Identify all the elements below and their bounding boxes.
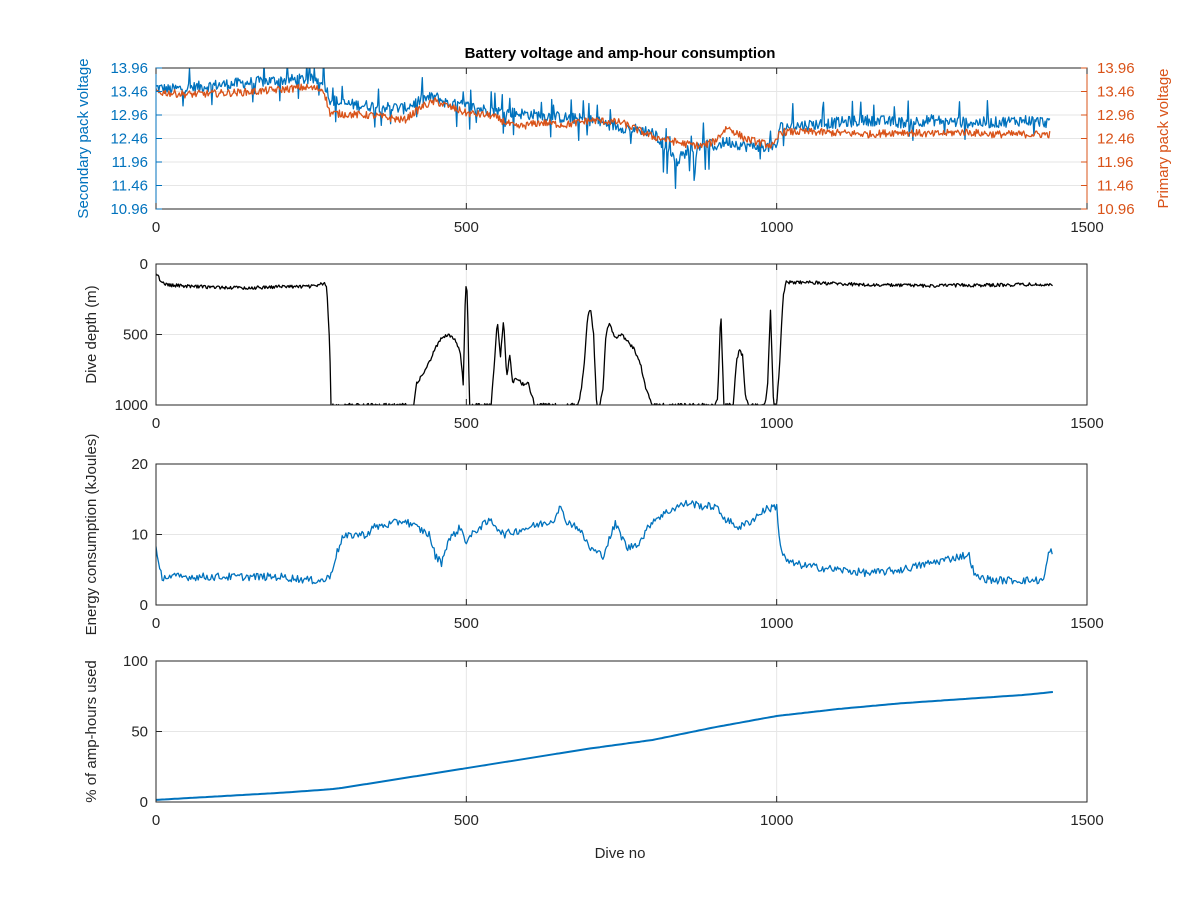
x-tick-label: 1500 — [1070, 219, 1103, 236]
y-tick-label: 500 — [123, 327, 148, 344]
y-axis-label: % of amp-hours used — [83, 660, 100, 803]
y-right-tick-label: 11.46 — [1097, 178, 1133, 195]
x-tick-label: 500 — [454, 415, 479, 432]
x-tick-label: 0 — [152, 615, 160, 632]
y-tick-label: 20 — [131, 456, 148, 473]
x-tick-label: 0 — [152, 812, 160, 829]
x-tick-label: 1000 — [760, 219, 793, 236]
y-axis-label: Energy consumption (kJoules) — [83, 434, 100, 636]
y-tick-label: 13.46 — [110, 84, 148, 101]
y-tick-label: 0 — [140, 794, 148, 811]
x-tick-label: 1000 — [760, 812, 793, 829]
x-axis-label: Dive no — [595, 845, 646, 862]
x-tick-label: 1000 — [760, 615, 793, 632]
x-tick-label: 1500 — [1070, 415, 1103, 432]
series-line-1 — [156, 691, 1053, 801]
y-right-tick-label: 10.96 — [1097, 201, 1135, 218]
x-tick-label: 1000 — [760, 415, 793, 432]
chart-panel-1: 0 500 1000 150010.9611.4611.9612.4612.9613.… — [75, 58, 1172, 236]
y-tick-label: 10 — [131, 527, 148, 544]
x-tick-label: 0 — [152, 415, 160, 432]
x-tick-label: 0 — [152, 219, 160, 236]
y-tick-label: 100 — [123, 653, 148, 670]
chart-panel-3: 0 500 1000 1500 0 10 20 Energy consumption (kJo… — [83, 434, 1104, 636]
y-tick-label: 0 — [140, 256, 148, 273]
y-tick-label: 10.96 — [110, 201, 148, 218]
y-right-tick-label: 11.96 — [1097, 154, 1133, 171]
series-line-1 — [156, 273, 1053, 405]
y-tick-label: 12.46 — [110, 131, 148, 148]
x-tick-label: 1500 — [1070, 615, 1103, 632]
x-tick-label: 500 — [454, 812, 479, 829]
y-tick-label: 11.96 — [112, 154, 148, 171]
series-line-1 — [156, 499, 1053, 585]
y-axis-label: Dive depth (m) — [83, 285, 100, 383]
y-tick-label: 0 — [140, 597, 148, 614]
chart-panel-2: 0 500 1000 1500 0 500 1000 Dive depth (m) — [83, 256, 1104, 432]
y-right-tick-label: 13.96 — [1097, 60, 1135, 77]
y-tick-label: 50 — [131, 724, 148, 741]
x-tick-label: 1500 — [1070, 812, 1103, 829]
y-axis-label: Secondary pack voltage — [75, 58, 92, 218]
chart-panel-4: 0 500 1000 1500 0 50 100 % of amp-hours used — [83, 653, 1104, 829]
y-right-tick-label: 13.46 — [1097, 84, 1135, 101]
y-right-tick-label: 12.46 — [1097, 131, 1135, 148]
x-tick-label: 500 — [454, 219, 479, 236]
series-line-2 — [156, 83, 1051, 150]
chart-title: Battery voltage and amp-hour consumption — [465, 45, 776, 62]
series-line-1 — [156, 68, 1051, 189]
y-tick-label: 13.96 — [110, 60, 148, 77]
y-tick-label: 11.46 — [112, 178, 148, 195]
x-tick-label: 500 — [454, 615, 479, 632]
y-tick-label: 12.96 — [110, 107, 148, 124]
y-right-axis-label: Primary pack voltage — [1155, 68, 1172, 208]
y-right-tick-label: 12.96 — [1097, 107, 1135, 124]
y-tick-label: 1000 — [115, 397, 148, 414]
